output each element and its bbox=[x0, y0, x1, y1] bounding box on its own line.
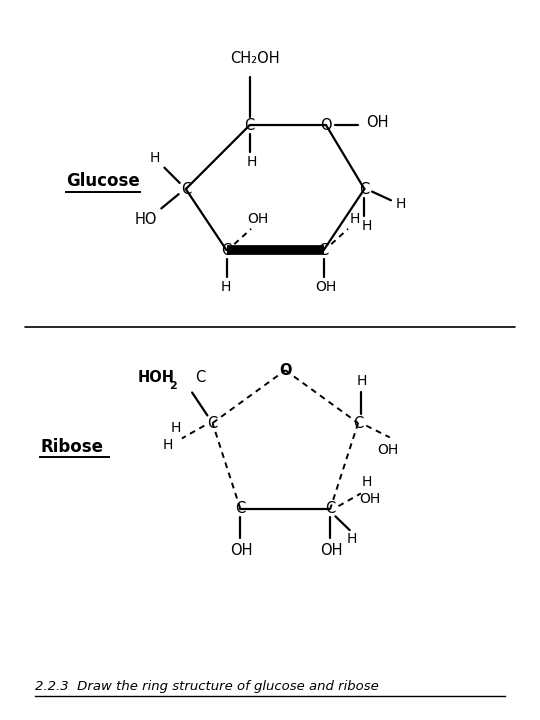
Text: H: H bbox=[357, 374, 367, 388]
Text: CH₂OH: CH₂OH bbox=[230, 51, 280, 66]
Text: H: H bbox=[247, 155, 258, 169]
Text: OH: OH bbox=[366, 115, 388, 130]
Text: HOH: HOH bbox=[138, 369, 175, 384]
Text: H: H bbox=[347, 532, 357, 546]
Text: OH: OH bbox=[315, 280, 337, 294]
Text: OH: OH bbox=[230, 543, 253, 558]
Text: C: C bbox=[221, 243, 232, 258]
Text: C: C bbox=[181, 181, 191, 197]
Text: HO: HO bbox=[135, 212, 157, 228]
Text: O: O bbox=[320, 118, 332, 132]
Text: H: H bbox=[362, 219, 372, 233]
Text: C: C bbox=[207, 415, 218, 431]
Text: C: C bbox=[353, 415, 363, 431]
Text: H: H bbox=[362, 475, 372, 489]
Text: H: H bbox=[150, 151, 160, 166]
Text: OH: OH bbox=[377, 443, 399, 456]
Text: H: H bbox=[171, 421, 181, 435]
Text: OH: OH bbox=[248, 212, 269, 225]
Text: C: C bbox=[325, 501, 335, 516]
Text: C: C bbox=[319, 243, 329, 258]
Text: Ribose: Ribose bbox=[40, 438, 103, 456]
Text: C: C bbox=[235, 501, 246, 516]
Text: Glucose: Glucose bbox=[66, 172, 140, 190]
Text: OH: OH bbox=[320, 543, 342, 558]
Text: 2: 2 bbox=[170, 382, 177, 392]
Text: 2.2.3  Draw the ring structure of glucose and ribose: 2.2.3 Draw the ring structure of glucose… bbox=[35, 680, 379, 693]
Text: O: O bbox=[279, 363, 292, 378]
Text: H: H bbox=[163, 438, 173, 451]
Text: OH: OH bbox=[360, 492, 381, 506]
Text: C: C bbox=[245, 118, 255, 132]
Text: C: C bbox=[359, 181, 369, 197]
Text: H: H bbox=[396, 197, 406, 212]
Text: H: H bbox=[350, 212, 360, 225]
Text: C: C bbox=[194, 369, 205, 384]
Text: H: H bbox=[220, 280, 231, 294]
